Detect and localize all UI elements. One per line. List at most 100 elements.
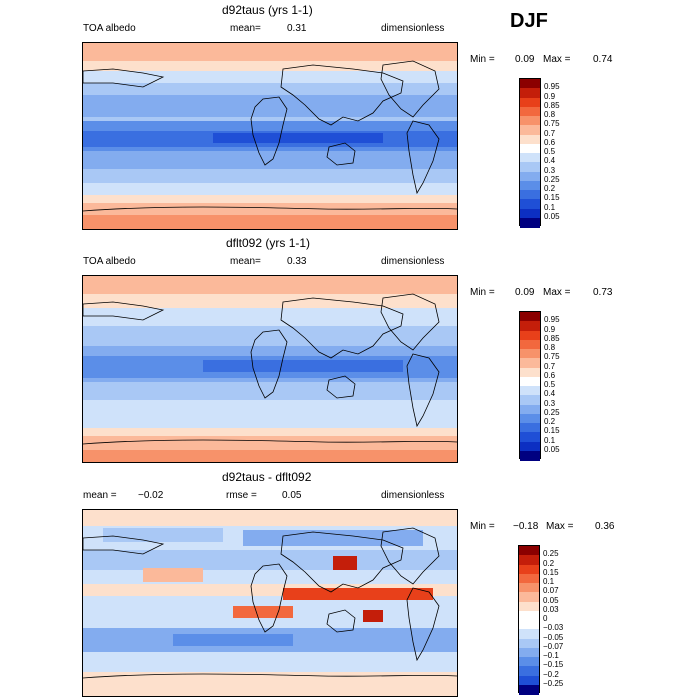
panel1-max-value: 0.74: [593, 54, 613, 65]
panel3-map-svg: [83, 510, 457, 696]
colorbar-tick-label: −0.07: [543, 641, 564, 651]
colorbar-swatch: [520, 106, 540, 117]
panel1-min-value: 0.09: [515, 54, 535, 65]
colorbar-swatch: [519, 592, 539, 602]
colorbar-tick-label: −0.1: [543, 651, 559, 660]
colorbar-tick-label: −0.2: [543, 669, 559, 679]
panel1-colorbar: 0.95 0.9 0.85 0.8 0.75 0.7 0.6 0.5 0.4 0.3 0.25 0.2…: [519, 78, 560, 228]
colorbar-swatch: [520, 162, 540, 172]
colorbar-tick-label: 0.95: [544, 315, 560, 325]
colorbar-tick-label: 0.15: [544, 426, 560, 436]
panel1-variable-label: TOA albedo: [83, 23, 136, 34]
colorbar-swatch: [520, 386, 540, 396]
colorbar-swatch: [519, 620, 539, 630]
colorbar-swatch: [519, 638, 539, 649]
colorbar-tick-label: 0.9: [544, 324, 556, 334]
colorbar-tick-label: 0.1: [544, 435, 556, 445]
panel3-rmse-label: rmse =: [226, 490, 257, 501]
colorbar-swatch: [520, 349, 540, 359]
colorbar-tick-label: 0.2: [544, 417, 556, 426]
colorbar-tick-label: −0.03: [543, 623, 564, 633]
season-label: DJF: [510, 10, 548, 32]
panel2-variable-label: TOA albedo: [83, 256, 136, 267]
colorbar-tick-label: 0.5: [544, 147, 556, 156]
colorbar-tick-label: 0.6: [544, 137, 556, 147]
panel1-map: [82, 42, 458, 230]
colorbar-swatch: [520, 116, 540, 126]
panel3-colorbar: 0.25 0.2 0.15 0.1 0.07 0.05 0.03 0 −0.03 −0.05 −0.…: [518, 545, 563, 695]
colorbar-swatch: [519, 629, 539, 639]
colorbar-tick-label: 0.7: [544, 361, 556, 371]
colorbar-box: [519, 311, 541, 461]
colorbar-swatch: [520, 97, 540, 108]
colorbar-swatch: [520, 88, 540, 98]
colorbar-swatch: [520, 321, 540, 331]
panel3-rmse-value: 0.05: [282, 490, 302, 501]
colorbar-tick-label: 0.3: [544, 398, 556, 408]
panel1-map-svg: [83, 43, 457, 229]
colorbar-swatch: [520, 79, 540, 89]
colorbar-swatch: [520, 134, 540, 145]
colorbar-swatch: [519, 601, 539, 612]
colorbar-swatch: [520, 432, 540, 442]
colorbar-tick-label: 0.8: [544, 110, 556, 119]
colorbar-swatch: [519, 573, 539, 584]
colorbar-tick-label: 0.25: [544, 407, 560, 417]
colorbar-tick-label: 0.1: [544, 202, 556, 212]
colorbar-tick-label: −0.15: [543, 660, 564, 670]
colorbar-swatch: [520, 180, 540, 191]
colorbar-tick-label: 0.2: [543, 558, 555, 568]
panel2-min-label: Min =: [470, 287, 495, 298]
colorbar-swatch: [519, 546, 539, 556]
colorbar-tick-label: 0.75: [544, 352, 560, 362]
panel3-min-value: −0.18: [513, 521, 539, 532]
colorbar-tick-label: 0.9: [544, 91, 556, 101]
colorbar-swatch: [520, 190, 540, 200]
panel2-max-value: 0.73: [593, 287, 613, 298]
panel1-max-label: Max =: [543, 54, 571, 65]
colorbar-tick-label: 0.1: [543, 577, 555, 586]
colorbar-tick-label: 0.5: [544, 380, 556, 389]
colorbar-swatch: [519, 610, 539, 621]
colorbar-swatch: [520, 208, 540, 219]
colorbar-box: [519, 78, 541, 228]
colorbar-swatch: [519, 647, 539, 658]
colorbar-tick-label: 0.05: [544, 211, 560, 221]
colorbar-tick-label: 0.85: [544, 333, 560, 343]
colorbar-swatch: [520, 413, 540, 424]
colorbar-swatch: [519, 657, 539, 667]
colorbar-tick-label: 0.07: [543, 586, 559, 596]
panel3-min-label: Min =: [470, 521, 495, 532]
panel1-mean-value: 0.31: [287, 23, 307, 34]
panel2-mean-label: mean=: [230, 256, 261, 267]
panel2-map-svg: [83, 276, 457, 462]
colorbar-tick-label: 0.6: [544, 370, 556, 380]
colorbar-swatch: [520, 171, 540, 182]
colorbar-tick-label: 0.7: [544, 128, 556, 138]
panel3-max-label: Max =: [546, 521, 574, 532]
colorbar-swatch: [520, 367, 540, 378]
colorbar-swatch: [520, 125, 540, 135]
colorbar-swatch: [520, 312, 540, 322]
panel1-mean-label: mean=: [230, 23, 261, 34]
colorbar-tick-label: 0: [543, 614, 548, 623]
colorbar-tick-label: −0.05: [543, 632, 564, 642]
panel2-title: dflt092 (yrs 1-1): [226, 236, 311, 250]
colorbar-swatch: [520, 217, 540, 228]
colorbar-tick-label: 0.05: [543, 595, 559, 605]
colorbar-swatch: [520, 423, 540, 433]
colorbar-tick-label: 0.4: [544, 156, 556, 166]
colorbar-swatch: [519, 564, 539, 575]
colorbar-tick-label: 0.25: [543, 549, 559, 559]
colorbar-swatch: [519, 684, 539, 695]
panel1-min-label: Min =: [470, 54, 495, 65]
panel2-units: dimensionless: [381, 256, 445, 267]
colorbar-box: [518, 545, 540, 695]
colorbar-swatch: [519, 583, 539, 593]
colorbar-tick-label: 0.25: [544, 174, 560, 184]
colorbar-tick-label: 0.05: [544, 444, 560, 454]
colorbar-swatch: [520, 376, 540, 387]
colorbar-swatch: [520, 330, 540, 341]
colorbar-tick-label: −0.25: [543, 678, 564, 688]
colorbar-tick-label: 0.3: [544, 165, 556, 175]
